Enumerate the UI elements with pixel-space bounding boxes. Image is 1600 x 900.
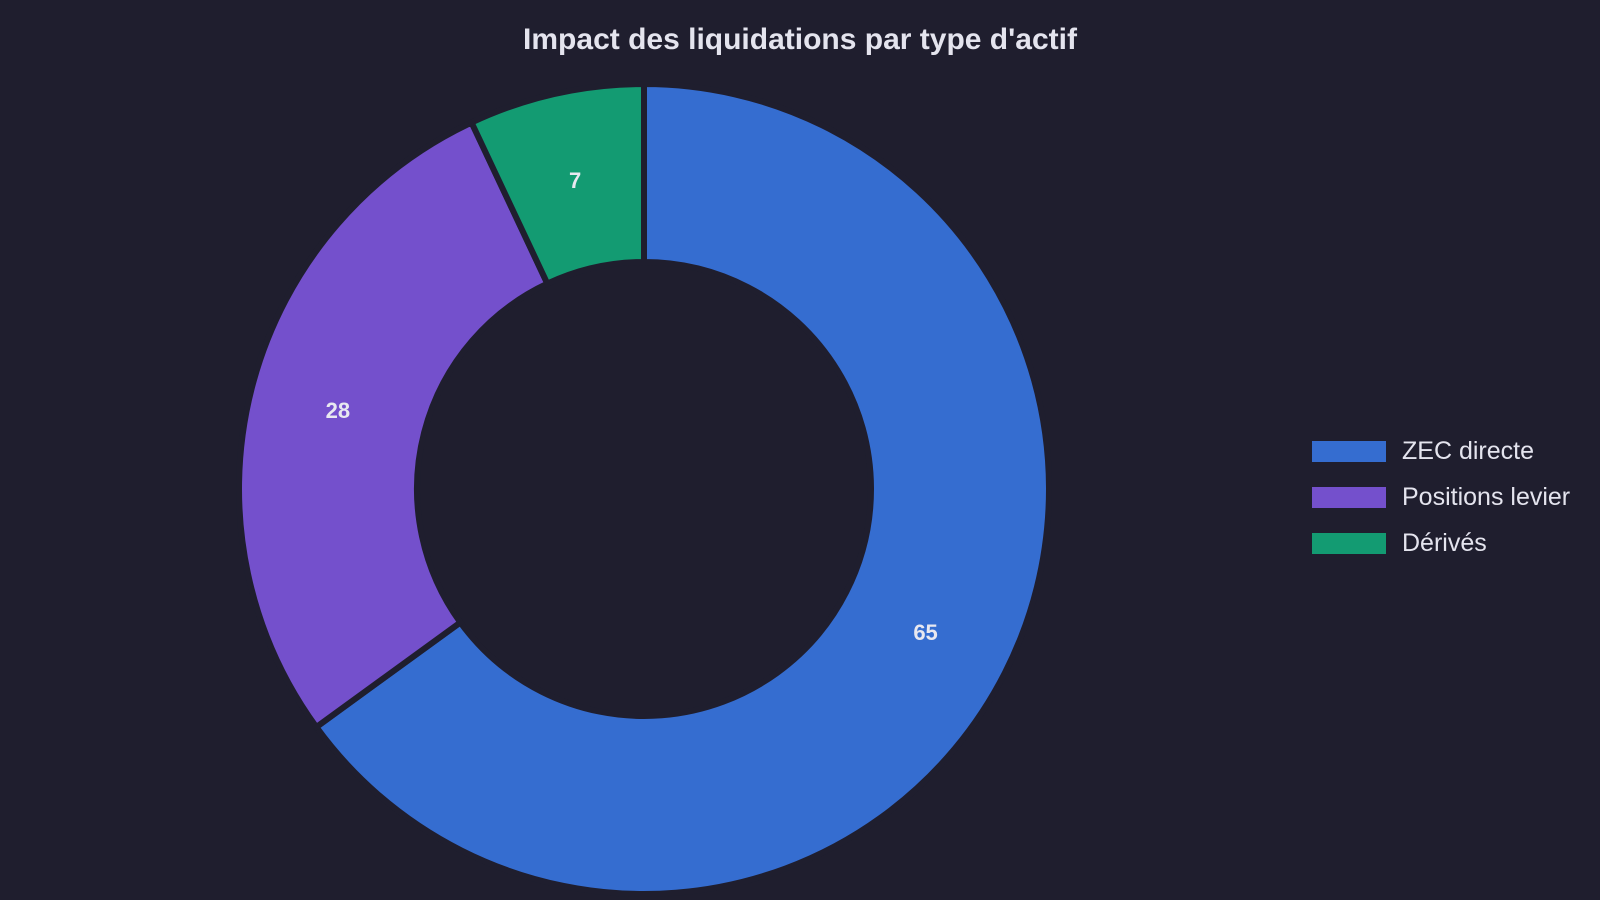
donut-slice-labels: 65 28 7 — [326, 168, 938, 645]
legend-item-2: Dérivés — [1312, 520, 1600, 566]
slice-value-label-1: 28 — [326, 398, 350, 423]
legend-swatch-1 — [1312, 486, 1386, 508]
legend-item-1: Positions levier — [1312, 474, 1600, 520]
legend-label-1: Positions levier — [1402, 482, 1571, 511]
donut-slice-2 — [467, 80, 647, 288]
donut-slice-0 — [312, 80, 1052, 897]
legend-label-0: ZEC directe — [1402, 436, 1534, 465]
chart-title: Impact des liquidations par type d'actif — [523, 23, 1077, 56]
legend-item-0: ZEC directe — [1312, 428, 1600, 474]
legend-swatch-2 — [1312, 532, 1386, 554]
legend-swatch-0 — [1312, 440, 1386, 462]
donut-slice-1 — [236, 118, 552, 732]
slice-value-label-0: 65 — [913, 620, 937, 645]
donut-slices — [236, 80, 1052, 897]
legend-label-2: Dérivés — [1402, 528, 1487, 557]
slice-value-label-2: 7 — [569, 168, 581, 193]
chart-legend: ZEC directe Positions levier Dérivés — [1312, 428, 1600, 566]
